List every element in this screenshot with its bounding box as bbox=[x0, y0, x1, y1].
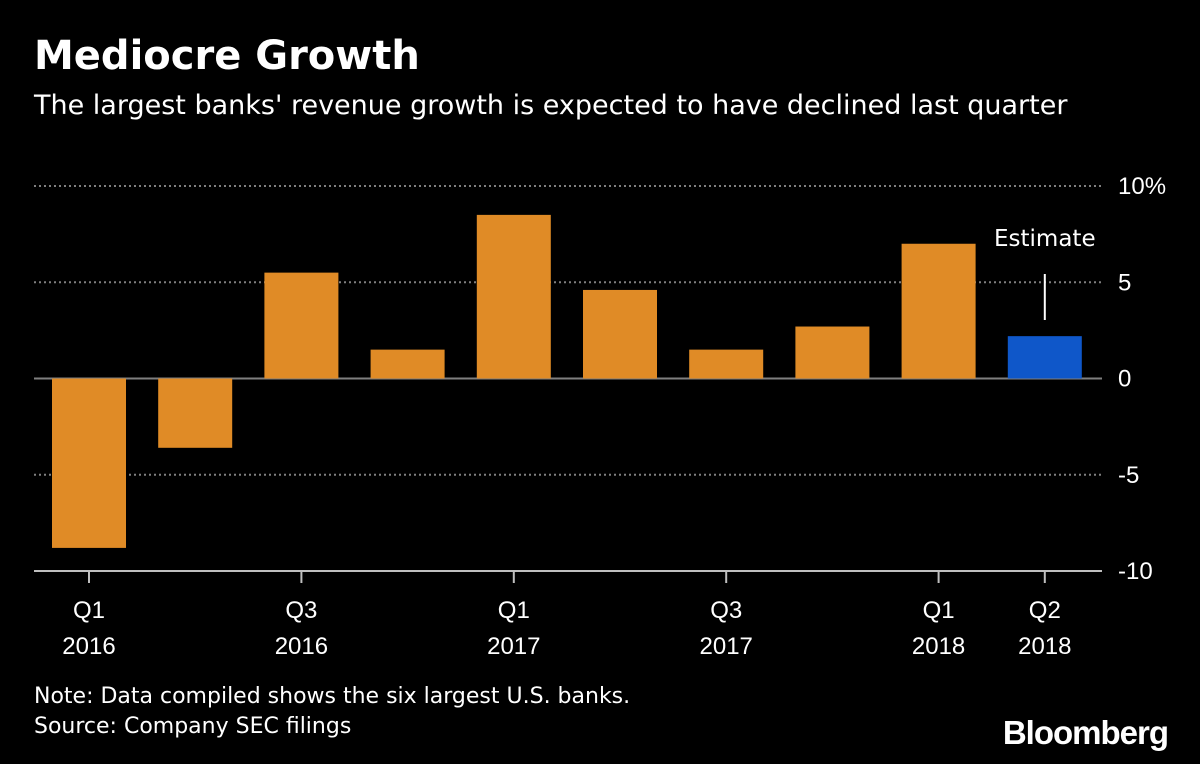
y-tick-label: -10 bbox=[1118, 558, 1153, 585]
x-tick-label-quarter: Q3 bbox=[710, 597, 742, 624]
bar-estimate bbox=[1007, 336, 1082, 379]
y-tick-label: 5 bbox=[1118, 269, 1131, 296]
x-tick-label-quarter: Q1 bbox=[498, 597, 530, 624]
x-tick-label-year: 2017 bbox=[487, 633, 540, 660]
bar bbox=[689, 349, 764, 379]
x-tick-label-quarter: Q2 bbox=[1029, 597, 1061, 624]
bar bbox=[901, 243, 976, 379]
bar bbox=[158, 378, 233, 448]
estimate-annotation: Estimate bbox=[994, 226, 1096, 252]
bar bbox=[795, 326, 870, 379]
x-tick-label-quarter: Q3 bbox=[285, 597, 317, 624]
bar bbox=[264, 272, 339, 379]
y-tick-label: 10% bbox=[1118, 173, 1166, 200]
chart-title: Mediocre Growth bbox=[34, 33, 420, 79]
bar bbox=[52, 378, 126, 548]
bar bbox=[370, 349, 445, 379]
x-tick-label-year: 2017 bbox=[700, 633, 753, 660]
y-tick-label: 0 bbox=[1118, 366, 1131, 393]
bar bbox=[583, 289, 657, 379]
x-tick-label-year: 2018 bbox=[912, 633, 965, 660]
footnote-source: Source: Company SEC filings bbox=[34, 714, 352, 739]
bar bbox=[476, 214, 551, 379]
bloomberg-logo: Bloomberg bbox=[1002, 714, 1169, 751]
x-tick-label-year: 2016 bbox=[275, 633, 328, 660]
x-tick-label-quarter: Q1 bbox=[923, 597, 955, 624]
footnote-note: Note: Data compiled shows the six larges… bbox=[34, 684, 631, 709]
y-tick-label: -5 bbox=[1118, 462, 1139, 489]
chart-subtitle: The largest banks' revenue growth is exp… bbox=[34, 90, 1068, 121]
x-tick-label-year: 2016 bbox=[62, 633, 115, 660]
x-tick-label-year: 2018 bbox=[1018, 633, 1071, 660]
x-tick-label-quarter: Q1 bbox=[73, 597, 105, 624]
